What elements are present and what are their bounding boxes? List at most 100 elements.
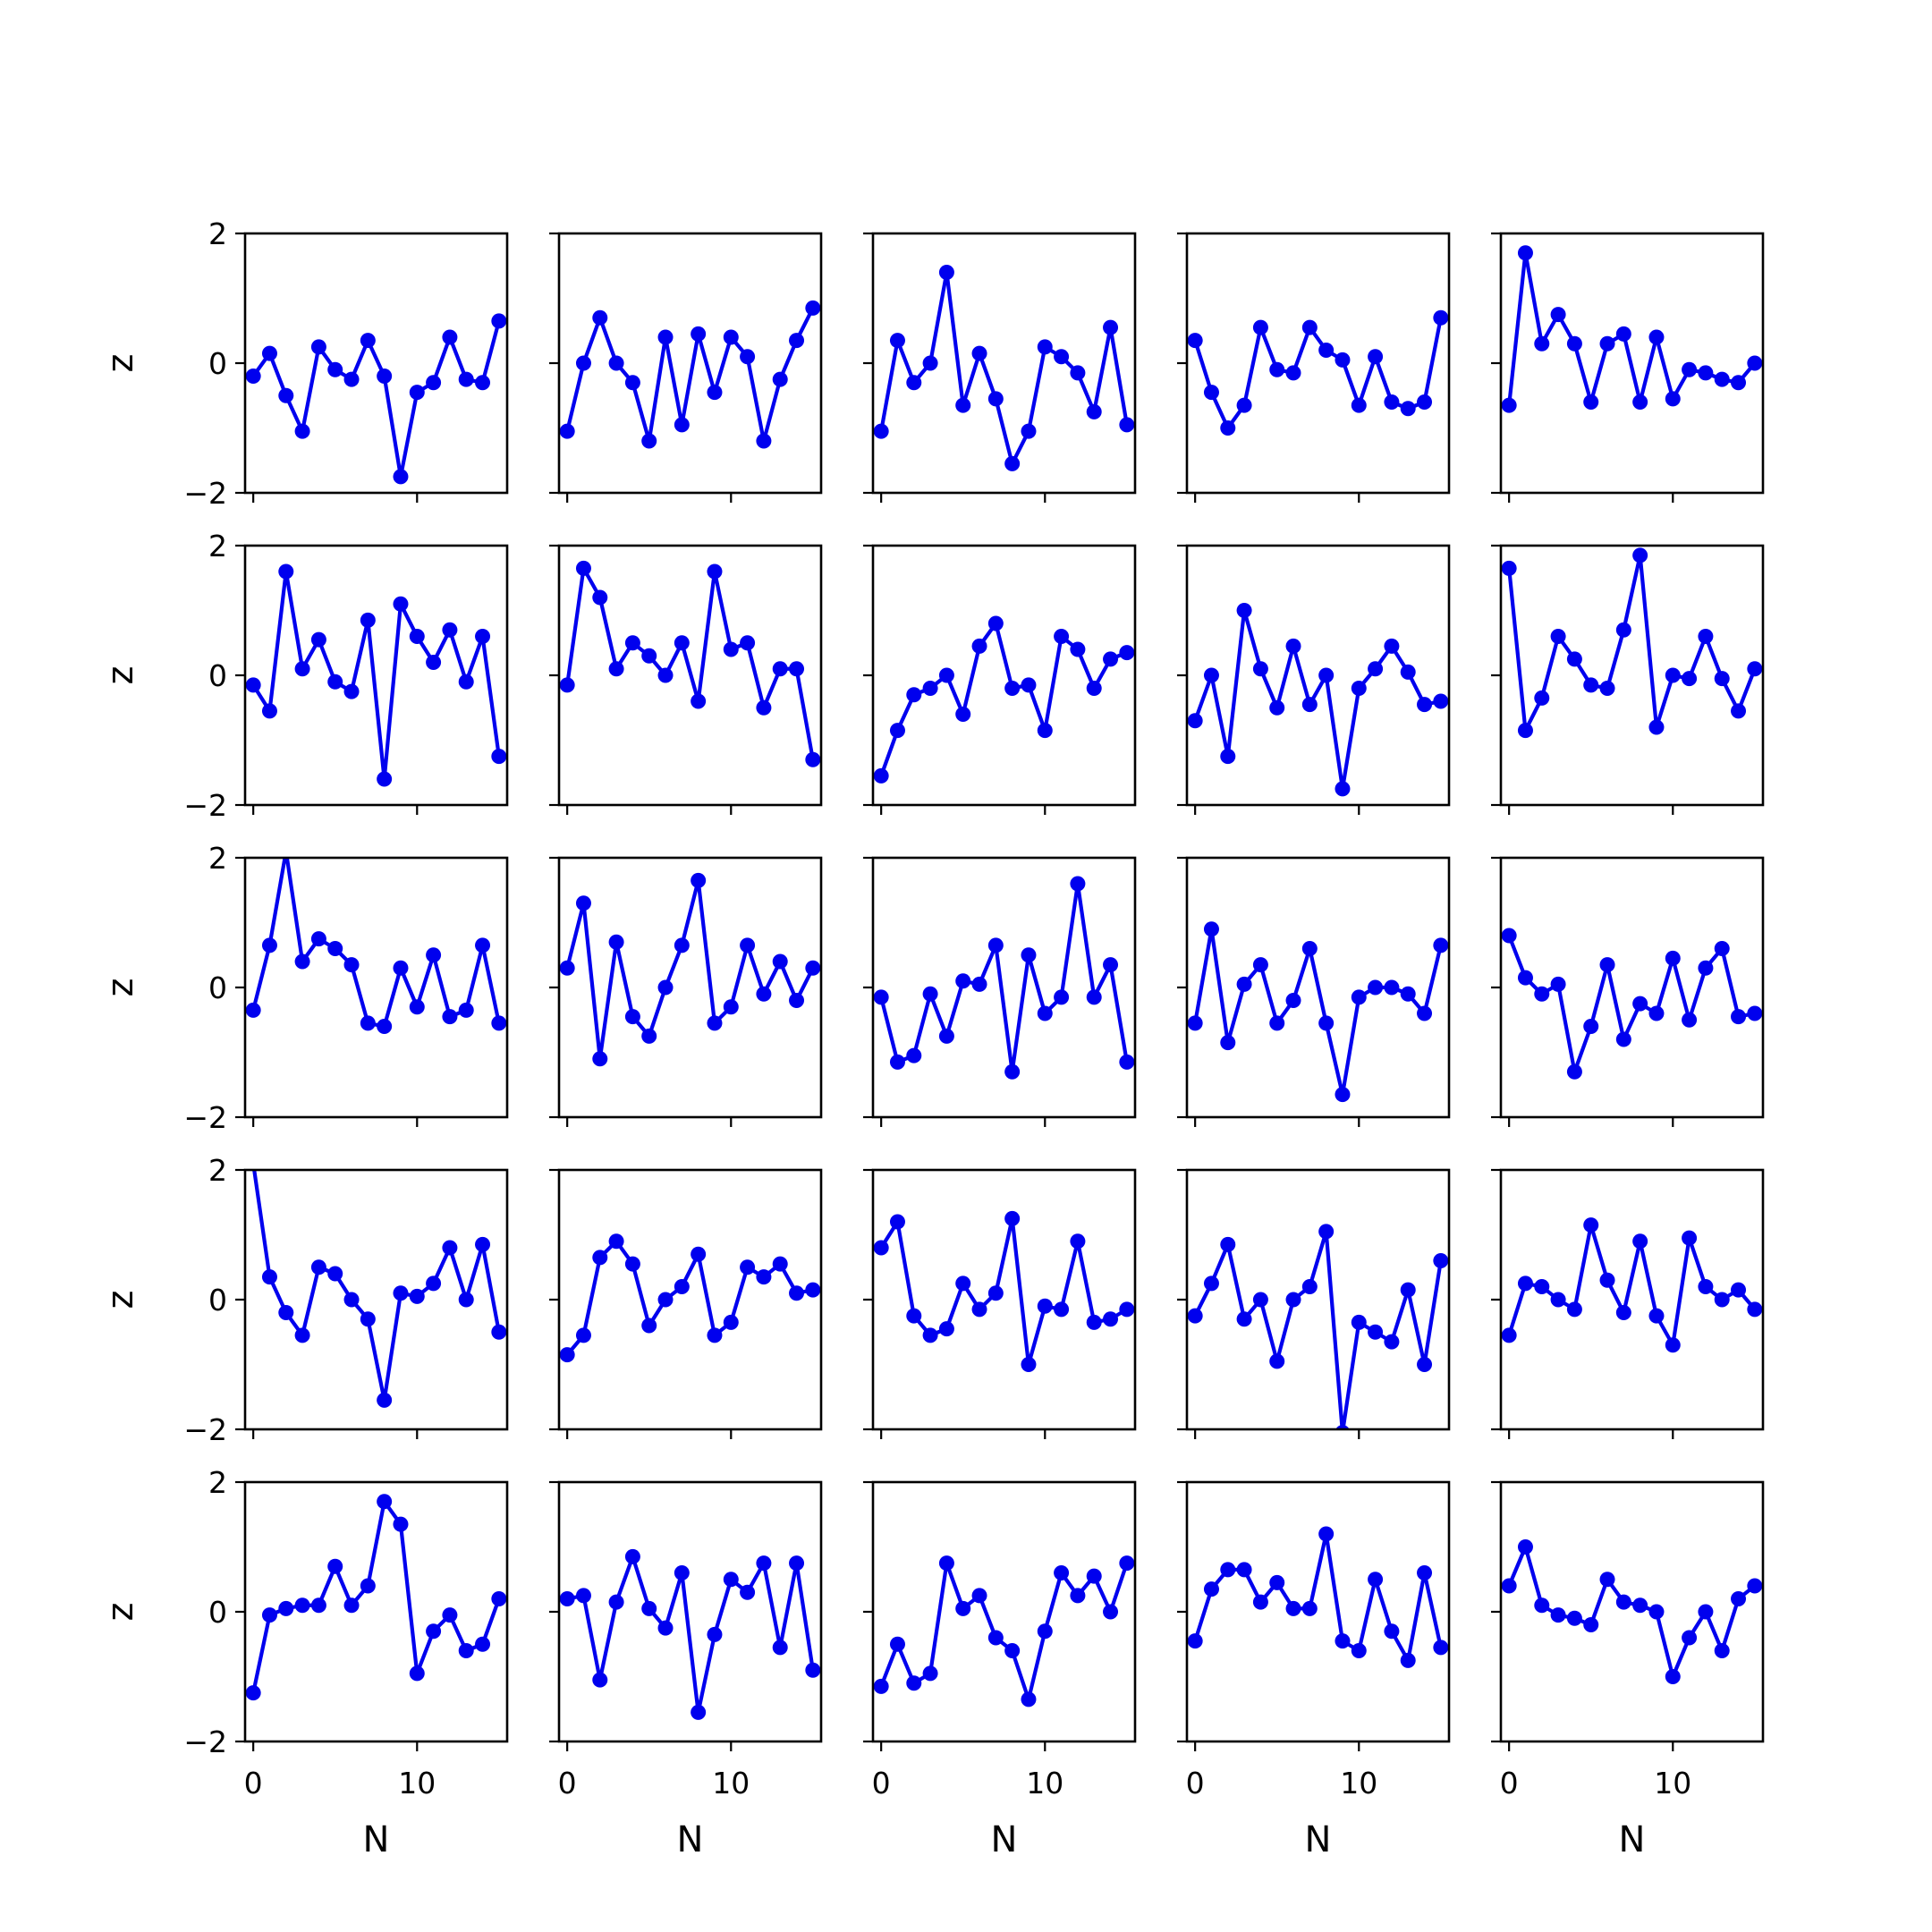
data-point (1252, 319, 1268, 335)
series-line (252, 1170, 501, 1402)
data-point (674, 417, 690, 433)
data-point (723, 1314, 739, 1330)
data-point (261, 1269, 277, 1285)
data-point (740, 937, 756, 953)
data-point (906, 687, 922, 703)
series-line (565, 878, 815, 1061)
data-point (772, 371, 788, 387)
x-axis-label: N (1305, 1819, 1332, 1860)
data-point (657, 667, 674, 683)
data-point (575, 1327, 591, 1343)
data-point (1632, 1233, 1648, 1250)
subplot-r1-c4 (1177, 232, 1451, 503)
data-point (922, 355, 938, 371)
data-point (1632, 547, 1648, 564)
data-point (1054, 1301, 1070, 1318)
data-point (1599, 1572, 1615, 1588)
data-point (1021, 1691, 1037, 1707)
data-point (691, 872, 707, 888)
data-point (1714, 1643, 1730, 1658)
data-point (889, 333, 905, 349)
data-point (592, 1672, 608, 1688)
series-group (1501, 1539, 1763, 1684)
data-point (1335, 1087, 1351, 1103)
series-group (559, 872, 821, 1067)
data-point (1583, 394, 1599, 410)
series-line (1193, 316, 1443, 430)
data-point (475, 1636, 491, 1652)
data-point (559, 1347, 575, 1363)
series-group (1501, 928, 1763, 1080)
data-point (1599, 335, 1615, 352)
data-point (1566, 1063, 1582, 1080)
data-point (261, 1607, 277, 1623)
data-point (1534, 690, 1550, 706)
data-point (889, 1054, 905, 1070)
data-point (1236, 1562, 1252, 1578)
data-point (575, 355, 591, 371)
data-point (1534, 335, 1550, 352)
data-point (1517, 1539, 1533, 1555)
data-point (1368, 1324, 1384, 1340)
data-point (458, 371, 474, 387)
data-point (922, 1665, 938, 1682)
subplot-r3-c2 (549, 856, 823, 1127)
data-point (559, 1591, 575, 1606)
data-point (906, 1675, 922, 1691)
y-axis-label: z (100, 979, 141, 997)
data-point (491, 1591, 507, 1606)
subplot-r4-c4 (1177, 1168, 1451, 1439)
data-point (1615, 326, 1631, 342)
x-tick-label: 10 (1340, 1766, 1377, 1801)
data-point (327, 1558, 343, 1574)
data-point (1054, 1565, 1070, 1580)
data-point (707, 1626, 723, 1642)
data-point (641, 1318, 657, 1334)
data-point (1566, 335, 1582, 352)
data-point (1731, 1591, 1747, 1606)
data-point (261, 345, 277, 361)
subplot-r5-c3: 0 10N (863, 1480, 1137, 1860)
data-point (1566, 1610, 1582, 1626)
data-point (1187, 713, 1203, 729)
data-point (1583, 677, 1599, 693)
data-point (409, 385, 425, 401)
data-point (805, 1662, 821, 1678)
data-point (575, 1588, 591, 1604)
data-point (1236, 976, 1252, 992)
data-point (1731, 703, 1747, 719)
data-point (442, 1009, 458, 1025)
data-point (592, 589, 608, 606)
series-group (1187, 1224, 1449, 1429)
subplot-r1-c3 (863, 232, 1137, 503)
data-point (740, 349, 756, 365)
data-point (1037, 1623, 1053, 1640)
data-point (475, 629, 491, 644)
x-tick-label: 0 (1500, 1766, 1519, 1801)
data-point (889, 1636, 905, 1652)
data-point (426, 655, 442, 670)
data-point (1648, 719, 1665, 735)
series-group (1501, 245, 1763, 413)
series-group (873, 615, 1135, 784)
data-point (1501, 1327, 1517, 1343)
data-point (1665, 950, 1681, 966)
data-point (1252, 1292, 1268, 1308)
data-point (938, 1028, 954, 1044)
data-point (657, 979, 674, 996)
data-point (1070, 365, 1086, 381)
data-point (1400, 664, 1416, 680)
y-tick-label: 2 (208, 1465, 227, 1500)
series-line (1193, 1531, 1443, 1663)
data-point (789, 1555, 805, 1572)
data-point (657, 1292, 674, 1308)
series-group (1187, 309, 1449, 436)
data-point (1698, 365, 1714, 381)
data-point (442, 1240, 458, 1256)
data-point (641, 433, 657, 449)
data-point (1103, 1604, 1119, 1620)
data-point (971, 638, 987, 654)
y-tick-label: −2 (183, 1100, 227, 1135)
subplot-r2-c3 (863, 544, 1137, 815)
